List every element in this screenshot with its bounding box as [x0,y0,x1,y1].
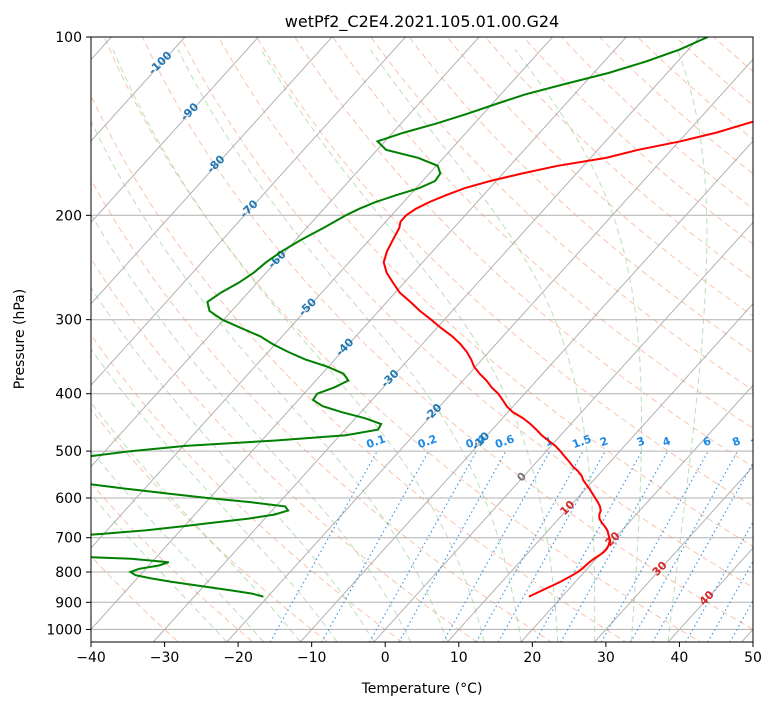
mixing-ratio-label: 0.4 [464,432,487,451]
x-tick-label: −10 [297,650,327,666]
chart-title: wetPf2_C2E4.2021.105.01.00.G24 [285,12,559,32]
isotherm [91,37,407,386]
x-tick-label: 50 [744,650,762,666]
moist-adiabat [112,49,485,642]
plot-background [91,37,753,642]
isotherm [226,58,753,642]
dry-adiabat [446,37,753,317]
dry-adiabat [91,94,627,642]
isotherm [91,37,186,142]
mixing-ratio-line [398,450,507,642]
isotherm [91,37,480,468]
dry-adiabat [256,37,753,507]
y-tick-label: 1000 [46,622,82,638]
y-tick-label: 300 [55,313,82,329]
dry-adiabat [332,37,753,429]
dry-adiabat [179,37,753,589]
mixing-ratio-line [368,450,478,642]
mixing-ratio-line [475,450,584,642]
mixing-ratio-line [600,450,709,642]
x-axis: −40 −30 −20 −10 0 10 20 30 40 50 [76,642,762,666]
dry-adiabat [91,334,404,642]
x-tick-label: 40 [671,650,689,666]
dry-adiabat [218,37,753,548]
isotherm [91,37,554,549]
mixing-ratio-label: 1.5 [571,432,594,451]
moist-adiabat [91,119,448,642]
isotherm [593,465,753,642]
mixing-ratio-line [321,450,430,642]
moist-adiabat [514,49,642,642]
isotherm [91,37,333,305]
moist-adiabat [91,213,412,642]
y-tick-label: 800 [55,565,82,581]
mixing-ratio-label: 6 [701,434,713,449]
isotherm [299,140,753,642]
x-tick-label: 30 [597,650,615,666]
isotherm [91,37,260,224]
mixing-ratio-label: 0.6 [493,432,516,451]
isotherm [152,37,701,642]
moist-adiabat [370,49,596,642]
mixing-ratio-line [442,450,551,642]
background-lines [0,10,775,654]
profile-lines [91,37,753,598]
x-tick-label: 10 [450,650,468,666]
x-tick-label: −30 [150,650,180,666]
mixing-ratio-line [652,461,753,642]
y-tick-label: 500 [55,444,82,460]
mixing-ratio-label: 8 [731,434,743,449]
isotherm [91,37,627,631]
x-axis-label: Temperature (°C) [361,681,483,697]
dry-adiabat [103,37,702,642]
mixing-ratio-line [629,450,739,642]
y-axis-label: Pressure (hPa) [12,289,28,389]
y-tick-label: 100 [55,30,82,46]
mixing-ratio-line [771,451,775,654]
x-tick-label: −40 [76,650,106,666]
moist-adiabat [667,49,708,642]
dry-adiabat [759,10,775,654]
y-tick-label: 600 [55,491,82,507]
x-tick-label: 20 [523,650,541,666]
dewpoint-line [91,37,709,598]
mixing-ratio-label: 10 [749,433,768,451]
mixing-ratio-line [269,450,378,642]
y-tick-label: 400 [55,387,82,403]
y-axis: 100 200 300 400 500 600 700 800 900 1000 [46,30,91,638]
mixing-ratio-label: 0.1 [365,432,388,451]
x-tick-label: 0 [381,650,390,666]
y-tick-label: 900 [55,595,82,611]
mixing-ratio-line [560,450,669,642]
x-tick-label: −20 [223,650,253,666]
dry-adiabat [294,37,753,468]
isotherm [0,10,62,654]
moist-adiabat [260,49,559,642]
dry-adiabat [408,37,753,354]
temperature-line [382,120,753,598]
y-tick-label: 200 [55,208,82,224]
isotherm [373,221,753,642]
dry-adiabat [141,37,753,631]
mixing-ratio-label: 3 [635,434,647,449]
y-tick-label: 700 [55,531,82,547]
moist-adiabat [177,49,522,642]
mixing-ratio-label: 0.2 [416,432,439,451]
mixing-ratio-label: 2 [598,434,610,449]
moist-adiabat [91,348,338,642]
isotherm [446,303,753,642]
mixing-ratio-line [534,450,643,642]
mixing-ratio-label: 4 [661,434,673,449]
plot-frame [90,36,754,643]
dry-adiabat [370,37,753,391]
